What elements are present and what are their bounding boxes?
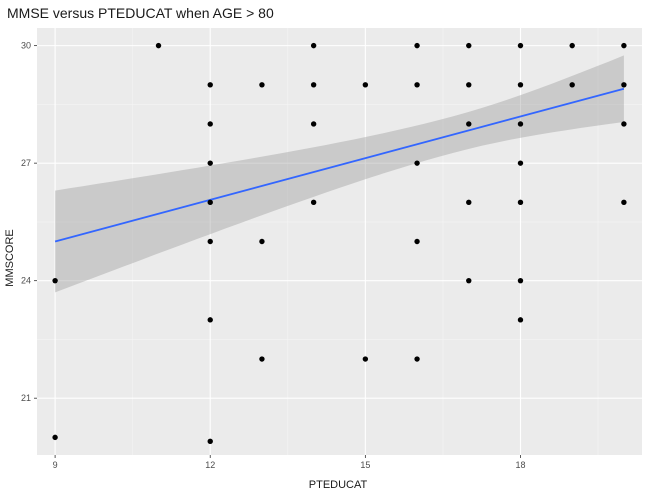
data-point <box>466 277 472 284</box>
trend-line <box>54 87 625 243</box>
x-tick-label: 15 <box>360 460 370 470</box>
data-point <box>207 199 213 206</box>
data-point <box>569 82 575 88</box>
grid-minor <box>37 28 642 455</box>
data-point <box>310 199 317 206</box>
y-tick-label: 27 <box>21 158 31 168</box>
data-point <box>414 82 420 88</box>
data-point <box>207 121 213 127</box>
data-point <box>621 82 627 88</box>
data-point <box>414 356 420 362</box>
data-point <box>207 238 213 245</box>
x-tick-label: 12 <box>205 460 215 470</box>
grid-major <box>37 28 642 455</box>
x-axis-ticks: 9 12 15 18 <box>53 455 525 470</box>
data-point <box>414 42 420 49</box>
data-point <box>466 121 472 127</box>
x-tick-label: 9 <box>53 460 58 470</box>
data-point <box>155 42 162 49</box>
data-point <box>517 277 524 284</box>
data-point <box>517 317 524 323</box>
data-point <box>517 42 524 49</box>
data-points <box>52 42 627 444</box>
plot-panel <box>37 28 642 455</box>
y-axis-label: MMSCORE <box>4 229 16 286</box>
data-point <box>517 160 524 166</box>
confidence-band <box>55 55 624 293</box>
data-point <box>310 121 317 127</box>
data-point <box>621 199 627 206</box>
data-point <box>569 42 575 49</box>
data-point <box>362 82 369 88</box>
y-tick-label: 30 <box>21 41 31 51</box>
data-point <box>207 438 213 444</box>
data-point <box>52 277 58 284</box>
data-point <box>517 199 524 206</box>
data-point <box>207 160 213 166</box>
data-point <box>259 82 265 88</box>
y-tick-label: 21 <box>21 393 31 403</box>
data-point <box>259 356 265 362</box>
x-axis-label: PTEDUCAT <box>309 479 368 491</box>
data-point <box>466 82 472 88</box>
chart-title: MMSE versus PTEDUCAT when AGE > 80 <box>7 5 274 21</box>
data-point <box>414 238 420 245</box>
data-point <box>517 82 524 88</box>
data-point <box>414 160 420 166</box>
data-point <box>362 356 369 362</box>
data-point <box>52 434 58 441</box>
y-axis-ticks: 21 24 27 30 <box>21 41 37 403</box>
y-tick-label: 24 <box>21 276 31 286</box>
data-point <box>259 238 265 245</box>
data-point <box>310 82 317 88</box>
data-point <box>621 121 627 127</box>
data-point <box>621 42 627 49</box>
data-point <box>517 121 524 127</box>
data-point <box>466 199 472 206</box>
x-tick-label: 18 <box>515 460 525 470</box>
data-point <box>310 42 317 49</box>
data-point <box>466 42 472 49</box>
data-point <box>207 82 213 88</box>
data-point <box>207 317 213 323</box>
